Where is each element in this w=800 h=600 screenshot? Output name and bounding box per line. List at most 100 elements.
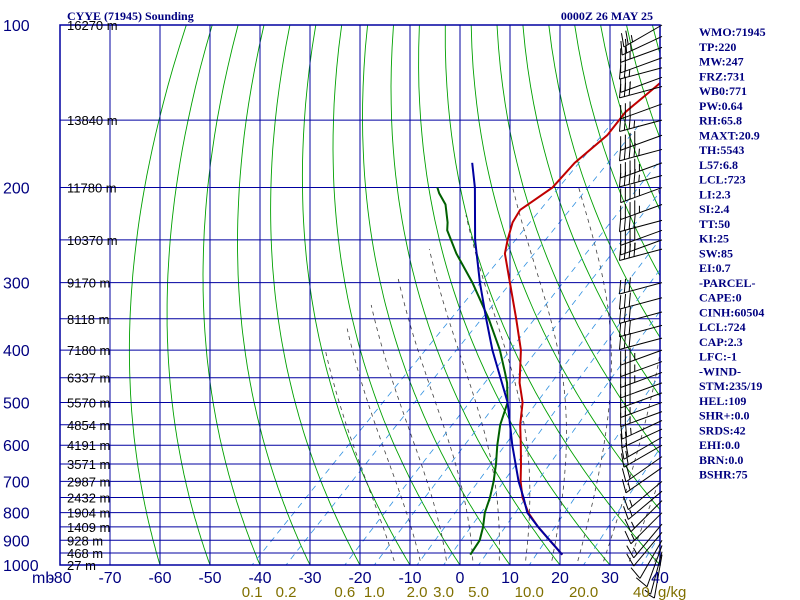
dry-adiabat <box>522 25 660 398</box>
wind-barb-half-feather <box>648 594 655 599</box>
temperature-tick-label: -10 <box>398 570 421 587</box>
height-label: 9170 m <box>67 276 110 291</box>
height-label: 7180 m <box>67 343 110 358</box>
stability-index: -WIND- <box>699 364 741 378</box>
wind-barb <box>619 332 663 350</box>
wind-barb <box>624 512 663 545</box>
dry-adiabat <box>166 25 213 565</box>
wind-barb-feather <box>619 117 622 132</box>
stability-index: LCL:724 <box>699 320 746 334</box>
wind-barb-staff <box>639 540 663 579</box>
wind-barb-half-feather <box>628 69 631 77</box>
wind-barb <box>620 35 663 56</box>
wind-barb-feather <box>624 422 628 438</box>
mixing-ratio-label: 0.2 <box>276 584 297 600</box>
wind-barb-staff <box>620 349 663 366</box>
wind-barb-feather <box>620 425 623 440</box>
chart-subtitle: 0000Z 26 MAY 25 <box>561 9 653 23</box>
wind-barb-staff <box>620 411 663 428</box>
wind-barb <box>620 410 663 428</box>
dry-adiabat <box>237 25 311 565</box>
wind-barb <box>626 523 663 559</box>
wind-barb <box>619 242 663 261</box>
stability-index: EHI:0.0 <box>699 438 740 452</box>
stability-index: FRZ:731 <box>699 69 745 83</box>
pressure-tick-label: 100 <box>3 18 30 35</box>
wind-barb-feather <box>633 242 636 257</box>
height-label: 1904 m <box>67 506 110 521</box>
wind-barb-feather <box>625 30 629 45</box>
pressure-tick-label: 400 <box>3 343 30 360</box>
wind-barb <box>621 467 663 494</box>
pressure-tick-label: 1000 <box>3 558 39 575</box>
wind-barb-feather <box>619 217 622 232</box>
temperature-tick-label: -50 <box>198 570 221 587</box>
stability-index: BSHR:75 <box>699 468 748 482</box>
stability-index: BRN:0.0 <box>699 453 743 467</box>
temperature-tick-label: -20 <box>348 570 371 587</box>
wind-barb-staff <box>620 229 663 246</box>
wind-barb-feather <box>624 38 628 53</box>
height-label: 11780 m <box>67 181 117 196</box>
wind-barb <box>620 24 663 48</box>
dewpoint-profile <box>436 187 509 556</box>
wind-barb-feather <box>624 518 632 532</box>
wind-barb <box>623 490 663 520</box>
wind-barb-staff <box>621 428 663 449</box>
chart-title: CYYE (71945) Sounding <box>67 9 194 23</box>
wind-barb <box>620 200 663 221</box>
wind-barb-staff <box>620 204 663 221</box>
wind-barb-feather <box>619 65 622 80</box>
wind-barb-half-feather <box>644 589 651 595</box>
wind-barb-feather <box>623 496 629 510</box>
wind-barb-staff <box>650 551 663 595</box>
series-layer <box>436 81 660 556</box>
wind-barb-feather <box>626 545 635 559</box>
wind-barb-half-feather <box>629 509 633 517</box>
mixing-ratio-label: 0.6 <box>334 584 355 600</box>
plot-frame <box>59 24 661 566</box>
height-label: 5570 m <box>67 395 110 410</box>
wind-barb-staff <box>620 239 663 256</box>
wind-barb-feather <box>623 321 627 336</box>
wind-barb <box>623 480 663 511</box>
mixing-ratio-label: 3.0 <box>433 584 454 600</box>
stability-index: STM:235/19 <box>699 379 762 393</box>
stability-index: RH:65.8 <box>699 114 742 128</box>
wind-barb-half-feather <box>631 533 635 541</box>
dry-adiabat <box>496 25 660 455</box>
wind-barb-feather <box>623 506 629 520</box>
stability-index: SRDS:42 <box>699 423 746 437</box>
wind-barb-staff <box>619 337 663 350</box>
wind-barb-staff <box>621 35 663 56</box>
wind-barb-feather <box>621 479 627 493</box>
pressure-tick-label: 300 <box>3 276 30 293</box>
temperature-tick-label: 20 <box>551 570 569 587</box>
temperature-tick-label: 30 <box>601 570 619 587</box>
height-label: 4191 m <box>67 438 110 453</box>
stability-index: LCL:723 <box>699 173 746 187</box>
wind-barb-staff <box>625 456 663 483</box>
temperature-tick-label: -30 <box>298 570 321 587</box>
wind-barb-half-feather <box>630 43 632 51</box>
dry-adiabat <box>418 25 611 565</box>
wind-barb <box>620 101 663 120</box>
wind-barb-staff <box>619 86 663 99</box>
pressure-tick-label: 600 <box>3 438 30 455</box>
wind-barb <box>620 359 663 378</box>
mixing-ratio-unit: g/kg <box>658 584 686 600</box>
dry-adiabat <box>332 25 461 565</box>
wind-barb-staff <box>620 371 663 388</box>
wind-barb-feather <box>621 468 627 483</box>
wind-barb-staff <box>619 282 663 295</box>
temperature-tick-label: -60 <box>148 570 171 587</box>
wind-barb-feather <box>619 172 622 187</box>
wind-barb-half-feather <box>631 521 635 529</box>
parcel-profile <box>471 162 564 556</box>
height-label: 16270 m <box>67 18 118 33</box>
wind-barb-feather <box>623 278 627 293</box>
stability-index: LI:2.3 <box>699 187 731 201</box>
wind-barb <box>619 169 663 188</box>
wind-barb-feather <box>620 433 623 448</box>
wind-barb-feather <box>619 309 622 324</box>
